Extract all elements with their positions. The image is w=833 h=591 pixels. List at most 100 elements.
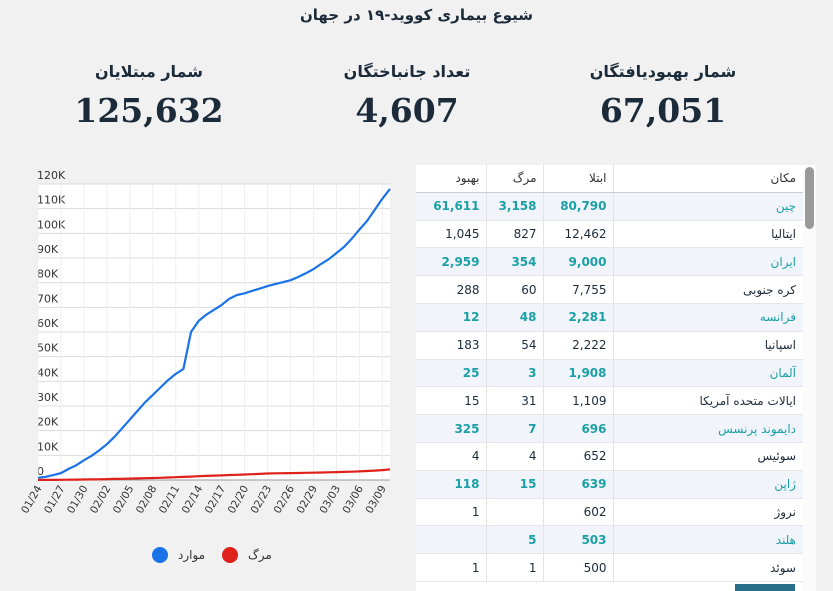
cell-place[interactable]: دایموند پرنسس: [613, 414, 802, 443]
table-row[interactable]: 15 31 1,109 ایالات متحده آمریکا: [416, 386, 816, 416]
table-body: 61,611 3,158 80,790 چین 1,045 827 12,462 ایتالی…: [416, 192, 816, 582]
table-row[interactable]: 25 3 1,908 آلمان: [416, 359, 816, 388]
deaths-stat: تعداد جانباختگان 4,607: [297, 62, 517, 130]
cell-deaths: 60: [486, 275, 544, 304]
cell-deaths: 827: [486, 220, 544, 249]
table-row[interactable]: 1 1 500 سوئد: [416, 553, 816, 582]
y-tick-label: 40K: [37, 366, 59, 379]
cell-deaths: 54: [486, 331, 544, 360]
cell-infected: 80,790: [543, 192, 614, 221]
cell-infected: 2,222: [543, 331, 614, 360]
cell-place[interactable]: چین: [613, 192, 802, 221]
cell-infected: 2,281: [543, 303, 614, 332]
y-tick-label: 100K: [37, 218, 66, 231]
header-deaths[interactable]: مرگ: [486, 165, 544, 193]
x-tick-label: 03/06: [340, 483, 366, 515]
table-row[interactable]: 1,045 827 12,462 ایتالیا: [416, 220, 816, 249]
x-tick-label: 02/23: [249, 484, 275, 516]
recovered-label: شمار بهبودیافتگان: [589, 62, 737, 81]
cell-place: نروژ: [613, 498, 802, 527]
table-row[interactable]: 1 602 نروژ: [416, 498, 816, 527]
cell-recovered: 183: [416, 331, 487, 360]
cell-place: سوئیس: [613, 442, 802, 471]
page-title: شیوع بیماری کووید-۱۹ در جهان: [299, 6, 534, 24]
x-tick-label: 01/24: [19, 483, 45, 515]
country-table-container[interactable]: بهبود مرگ ابتلا مکان 61,611 3,158 80,790 چی…: [416, 165, 816, 591]
cell-infected: 652: [543, 442, 614, 471]
x-tick-label: 02/08: [134, 484, 160, 516]
recovered-stat: شمار بهبودیافتگان 67,051: [553, 62, 773, 130]
cell-recovered: 4: [416, 442, 487, 471]
x-tick-label: 02/14: [180, 483, 206, 515]
cell-recovered: 1: [416, 553, 487, 582]
legend-deaths-label: مرگ: [248, 548, 272, 563]
cell-recovered: 15: [416, 386, 487, 416]
cell-place: ایالات متحده آمریکا: [613, 386, 802, 416]
cell-infected: 696: [543, 414, 614, 443]
table-row[interactable]: 325 7 696 دایموند پرنسس: [416, 414, 816, 443]
cell-deaths: 7: [486, 414, 544, 443]
cell-infected: 500: [543, 553, 614, 582]
cell-place: کره جنوبی: [613, 275, 802, 304]
deaths-value: 4,607: [355, 91, 459, 130]
legend-cases-marker: [152, 547, 168, 563]
cell-recovered: 2,959: [416, 247, 487, 277]
cell-infected: 1,908: [543, 359, 614, 388]
x-tick-label: 02/29: [295, 484, 321, 516]
deaths-series-line: [38, 468, 391, 481]
cell-place[interactable]: فرانسه: [613, 303, 802, 332]
cell-infected: 503: [543, 525, 614, 555]
x-tick-label: 01/27: [42, 484, 68, 516]
cell-place: اسپانیا: [613, 331, 802, 360]
cell-recovered: 118: [416, 470, 487, 499]
cell-deaths: 3: [486, 359, 544, 388]
cell-recovered: 61,611: [416, 192, 487, 221]
table-row[interactable]: 288 60 7,755 کره جنوبی: [416, 275, 816, 304]
y-tick-label: 90K: [37, 243, 59, 256]
table-row[interactable]: 2,959 354 9,000 ایران: [416, 247, 816, 277]
table-row[interactable]: 118 15 639 ژاپن: [416, 470, 816, 499]
x-tick-label: 02/26: [272, 483, 298, 515]
y-tick-label: 30K: [37, 391, 59, 404]
cell-infected: 1,109: [543, 386, 614, 416]
cell-place[interactable]: آلمان: [613, 359, 802, 388]
cell-recovered: 1,045: [416, 220, 487, 249]
cell-recovered: 1: [416, 498, 487, 527]
cell-deaths: 31: [486, 386, 544, 416]
x-tick-label: 03/03: [318, 484, 344, 516]
table-row[interactable]: 61,611 3,158 80,790 چین: [416, 192, 816, 221]
recovered-value: 67,051: [599, 91, 727, 130]
infected-value: 125,632: [74, 91, 224, 130]
table-row[interactable]: 183 54 2,222 اسپانیا: [416, 331, 816, 360]
country-table: بهبود مرگ ابتلا مکان 61,611 3,158 80,790 چی…: [416, 165, 816, 582]
legend-deaths-marker: [222, 547, 238, 563]
cell-infected: 12,462: [543, 220, 614, 249]
cell-deaths: 4: [486, 442, 544, 471]
header-infected[interactable]: ابتلا: [543, 165, 614, 193]
partial-row-marker: [735, 584, 795, 591]
cell-infected: 639: [543, 470, 614, 499]
table-row[interactable]: 12 48 2,281 فرانسه: [416, 303, 816, 332]
x-tick-label: 01/30: [65, 484, 91, 516]
y-tick-label: 80K: [37, 268, 59, 281]
cases-series-line: [37, 188, 391, 479]
y-tick-label: 60K: [37, 317, 59, 330]
scrollbar-track[interactable]: [803, 165, 816, 591]
header-recovered[interactable]: بهبود: [416, 165, 487, 193]
cell-place[interactable]: ایران: [613, 247, 802, 277]
cell-place[interactable]: هلند: [613, 525, 802, 555]
cell-place[interactable]: ژاپن: [613, 470, 802, 499]
x-tick-label: 02/17: [203, 484, 229, 516]
scrollbar-thumb[interactable]: [805, 167, 814, 229]
y-tick-label: 50K: [37, 342, 59, 355]
cell-recovered: 25: [416, 359, 487, 388]
cell-deaths: 1: [486, 553, 544, 582]
infected-label: شمار مبتلایان: [94, 62, 204, 81]
table-row[interactable]: 4 4 652 سوئیس: [416, 442, 816, 471]
deaths-label: تعداد جانباختگان: [343, 62, 471, 81]
cases-line-chart: 0 10K 20K 30K 40K 50K 60K 70K 80K 90K 100K 110K 120K…: [19, 169, 391, 563]
header-place[interactable]: مکان: [613, 165, 802, 193]
infected-stat: شمار مبتلایان 125,632: [39, 62, 259, 130]
table-row[interactable]: 5 503 هلند: [416, 525, 816, 555]
y-tick-label: 70K: [37, 292, 59, 305]
